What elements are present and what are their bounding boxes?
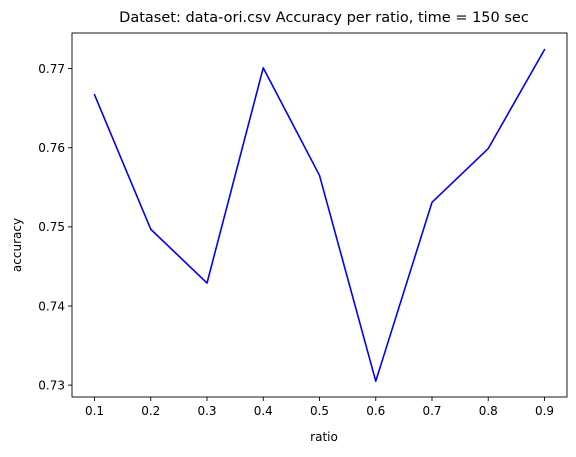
- x-tick-label: 0.1: [85, 404, 104, 418]
- x-tick-label: 0.9: [535, 404, 554, 418]
- x-tick-label: 0.4: [254, 404, 273, 418]
- axes-frame: [72, 33, 567, 397]
- plot-area: 0.1 0.2 0.3 0.4 0.5 0.6 0.7 0.8 0.9 0.73 0.74 0.75 0…: [38, 33, 567, 418]
- x-axis-label: ratio: [310, 430, 338, 444]
- y-tick-label: 0.73: [38, 378, 65, 392]
- x-tick-label: 0.3: [197, 404, 216, 418]
- x-tick-label: 0.5: [310, 404, 329, 418]
- chart-title: Dataset: data-ori.csv Accuracy per ratio…: [119, 10, 529, 26]
- series-line: [95, 50, 545, 382]
- y-tick-label: 0.76: [38, 141, 65, 155]
- x-tick-label: 0.7: [422, 404, 441, 418]
- y-axis-label: accuracy: [10, 218, 24, 272]
- x-tick-label: 0.2: [141, 404, 160, 418]
- y-tick-label: 0.74: [38, 299, 65, 313]
- x-tick-label: 0.6: [366, 404, 385, 418]
- y-tick-label: 0.77: [38, 62, 65, 76]
- x-tick-label: 0.8: [479, 404, 498, 418]
- y-tick-label: 0.75: [38, 220, 65, 234]
